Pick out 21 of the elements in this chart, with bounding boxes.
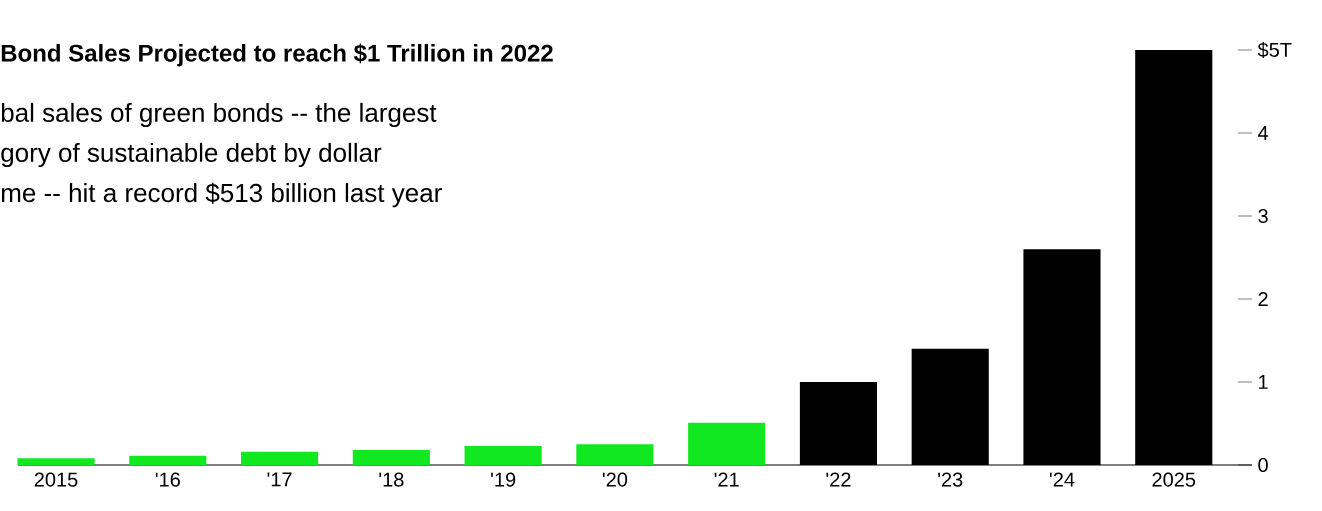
annotation: gory of sustainable debt by dollar	[1, 142, 382, 168]
chart-title: Bond Sales Projected to reach $1 Trillion in 2022	[1, 43, 553, 67]
x-tick-label: 2015	[34, 472, 78, 487]
x-tick-label: 2025	[1152, 472, 1196, 487]
x-tick-label: '16	[155, 472, 180, 487]
x-tick-label: '23	[938, 472, 963, 487]
y-tick-label: 2	[1258, 292, 1268, 306]
x-tick-label: '17	[267, 472, 292, 487]
x-tick-label: '22	[826, 472, 851, 487]
annotation: me -- hit a record $513 billion last year	[1, 182, 442, 208]
y-tick-label: $5T	[1257, 41, 1292, 59]
y-tick-label: 3	[1258, 208, 1268, 224]
y-tick-label: 4	[1257, 126, 1269, 140]
y-tick-label: 1	[1259, 375, 1268, 389]
x-tick-label: '19	[491, 472, 516, 487]
annotation: bal sales of green bonds -- the largest	[1, 102, 437, 128]
x-tick-label: '24	[1049, 472, 1075, 487]
x-tick-label: '21	[714, 472, 739, 487]
x-tick-label: '18	[379, 472, 404, 487]
y-tick-label: 0	[1258, 457, 1268, 473]
x-tick-label: '20	[602, 472, 628, 487]
